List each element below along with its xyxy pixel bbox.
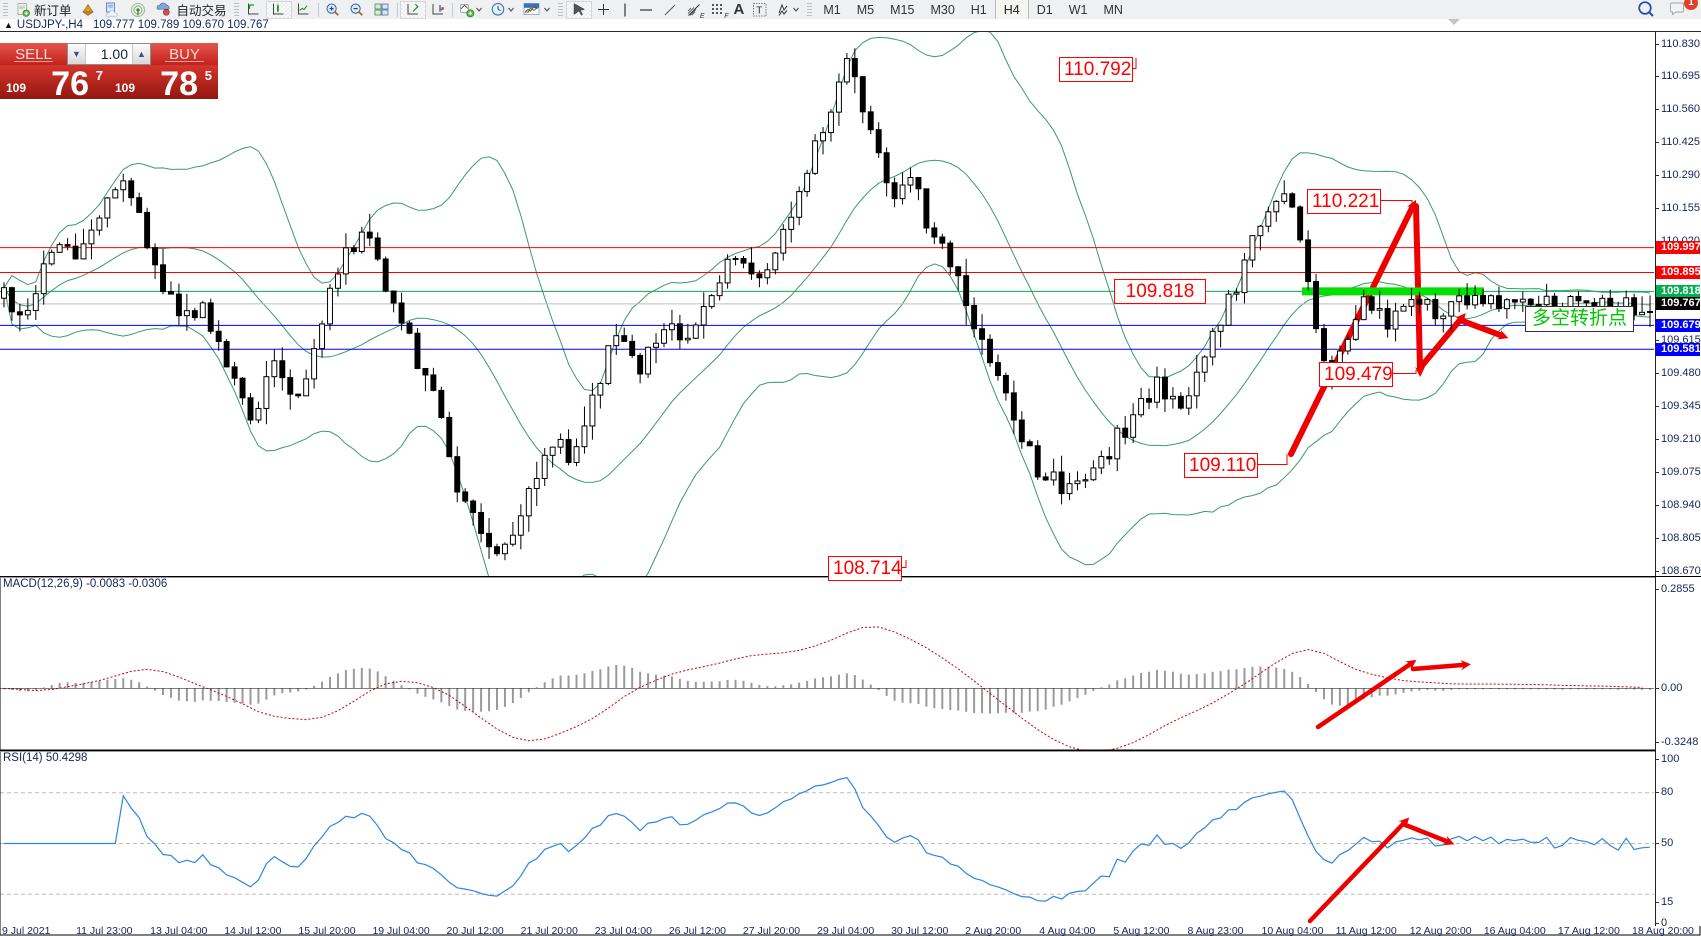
svg-text:T: T (757, 5, 763, 16)
